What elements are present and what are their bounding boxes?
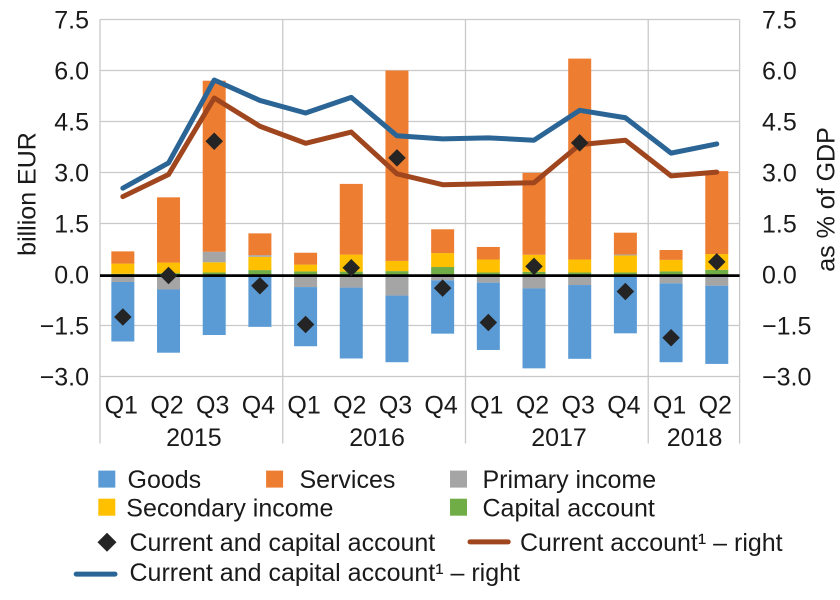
svg-text:−3.0: −3.0: [40, 364, 89, 392]
svg-text:Services: Services: [300, 466, 396, 494]
svg-text:6.0: 6.0: [54, 58, 89, 86]
svg-text:6.0: 6.0: [762, 58, 797, 86]
svg-text:Secondary income: Secondary income: [126, 494, 333, 522]
svg-text:billion EUR: billion EUR: [14, 132, 42, 256]
svg-text:−1.5: −1.5: [40, 313, 89, 341]
svg-text:Q2: Q2: [699, 391, 732, 419]
svg-text:Q3: Q3: [196, 391, 229, 419]
svg-text:Q3: Q3: [562, 391, 595, 419]
svg-text:Q2: Q2: [333, 391, 366, 419]
svg-text:Current account¹ – right: Current account¹ – right: [520, 529, 783, 557]
svg-text:0.0: 0.0: [54, 262, 89, 290]
svg-text:Q3: Q3: [379, 391, 412, 419]
svg-text:Q1: Q1: [287, 391, 320, 419]
svg-text:Q1: Q1: [470, 391, 503, 419]
svg-text:2018: 2018: [667, 424, 723, 452]
svg-text:4.5: 4.5: [762, 109, 797, 137]
svg-text:7.5: 7.5: [54, 7, 89, 35]
svg-text:4.5: 4.5: [54, 109, 89, 137]
svg-text:Q4: Q4: [424, 391, 457, 419]
svg-text:Primary income: Primary income: [483, 466, 657, 494]
svg-text:1.5: 1.5: [762, 211, 797, 239]
svg-text:Goods: Goods: [128, 466, 202, 494]
svg-text:Q4: Q4: [242, 391, 275, 419]
svg-text:−1.5: −1.5: [762, 313, 811, 341]
svg-text:Q1: Q1: [653, 391, 686, 419]
svg-text:7.5: 7.5: [762, 7, 797, 35]
svg-text:Capital account: Capital account: [483, 494, 655, 522]
svg-text:Q2: Q2: [516, 391, 549, 419]
svg-text:3.0: 3.0: [54, 160, 89, 188]
svg-text:2015: 2015: [166, 424, 222, 452]
svg-text:3.0: 3.0: [762, 160, 797, 188]
svg-text:0.0: 0.0: [762, 262, 797, 290]
svg-text:Current and capital account: Current and capital account: [130, 529, 436, 557]
svg-text:as % of GDP: as % of GDP: [813, 127, 840, 272]
svg-text:Q4: Q4: [607, 391, 640, 419]
svg-text:Q1: Q1: [105, 391, 138, 419]
svg-text:−3.0: −3.0: [762, 364, 811, 392]
svg-text:Current and capital account¹ –: Current and capital account¹ – right: [130, 559, 521, 587]
svg-text:2016: 2016: [349, 424, 405, 452]
svg-text:2017: 2017: [531, 424, 587, 452]
svg-text:Q2: Q2: [150, 391, 183, 419]
svg-text:1.5: 1.5: [54, 211, 89, 239]
